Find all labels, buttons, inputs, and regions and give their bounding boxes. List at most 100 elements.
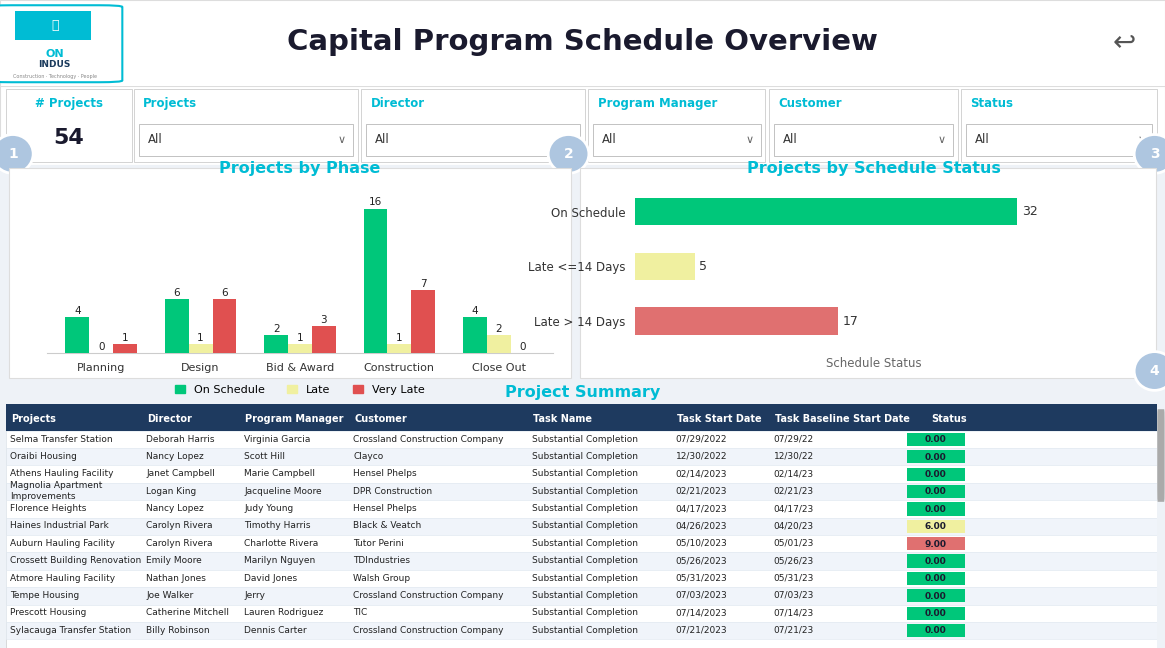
Text: Crossett Building Renovation: Crossett Building Renovation bbox=[10, 556, 142, 565]
Text: Crossland Construction Company: Crossland Construction Company bbox=[353, 435, 504, 443]
FancyBboxPatch shape bbox=[6, 404, 1157, 431]
Bar bbox=[635, 198, 1017, 226]
FancyBboxPatch shape bbox=[6, 570, 1157, 587]
FancyBboxPatch shape bbox=[906, 520, 965, 533]
Text: 07/14/2023: 07/14/2023 bbox=[676, 608, 727, 618]
Text: 0.00: 0.00 bbox=[925, 627, 947, 636]
Text: Task Name: Task Name bbox=[534, 414, 592, 424]
Text: 12/30/2022: 12/30/2022 bbox=[676, 452, 727, 461]
Text: Director: Director bbox=[370, 97, 424, 110]
Text: All: All bbox=[783, 133, 798, 146]
Text: Crossland Construction Company: Crossland Construction Company bbox=[353, 591, 504, 600]
Text: Billy Robinson: Billy Robinson bbox=[147, 626, 210, 635]
Text: Substantial Completion: Substantial Completion bbox=[532, 435, 638, 443]
FancyBboxPatch shape bbox=[366, 124, 580, 156]
Text: Projects: Projects bbox=[12, 414, 56, 424]
Text: Magnolia Apartment
Improvements: Magnolia Apartment Improvements bbox=[10, 481, 103, 501]
Text: Deborah Harris: Deborah Harris bbox=[147, 435, 214, 443]
Text: 6: 6 bbox=[174, 288, 181, 297]
Text: Oraibi Housing: Oraibi Housing bbox=[10, 452, 77, 461]
Bar bbox=[65, 317, 90, 353]
Text: 05/26/2023: 05/26/2023 bbox=[676, 556, 727, 565]
Text: 5: 5 bbox=[699, 260, 707, 273]
Text: Atmore Hauling Facility: Atmore Hauling Facility bbox=[10, 573, 115, 583]
Text: Logan King: Logan King bbox=[147, 487, 197, 496]
Text: Customer: Customer bbox=[354, 414, 408, 424]
Text: Auburn Hauling Facility: Auburn Hauling Facility bbox=[10, 539, 115, 548]
FancyBboxPatch shape bbox=[6, 89, 132, 162]
Text: 2: 2 bbox=[495, 324, 502, 334]
Text: 1: 1 bbox=[396, 333, 403, 343]
Text: Marilyn Nguyen: Marilyn Nguyen bbox=[245, 556, 316, 565]
Text: 05/31/23: 05/31/23 bbox=[774, 573, 814, 583]
Text: Tutor Perini: Tutor Perini bbox=[353, 539, 404, 548]
Text: 4: 4 bbox=[75, 306, 80, 316]
Text: 05/10/2023: 05/10/2023 bbox=[676, 539, 727, 548]
Text: 0.00: 0.00 bbox=[925, 435, 947, 445]
Text: 07/29/2022: 07/29/2022 bbox=[676, 435, 727, 443]
Circle shape bbox=[1135, 352, 1165, 390]
Bar bbox=[165, 299, 189, 353]
Text: ∨: ∨ bbox=[746, 135, 754, 145]
Text: Program Manager: Program Manager bbox=[246, 414, 344, 424]
Bar bbox=[388, 344, 411, 353]
Text: TIC: TIC bbox=[353, 608, 368, 618]
Text: 0.00: 0.00 bbox=[925, 505, 947, 514]
FancyBboxPatch shape bbox=[774, 124, 953, 156]
FancyBboxPatch shape bbox=[0, 5, 122, 82]
Text: Projects: Projects bbox=[143, 97, 197, 110]
FancyBboxPatch shape bbox=[906, 433, 965, 446]
Text: 0.00: 0.00 bbox=[925, 609, 947, 618]
FancyBboxPatch shape bbox=[6, 404, 1157, 648]
Text: Task Baseline Start Date: Task Baseline Start Date bbox=[775, 414, 910, 424]
Text: ↩: ↩ bbox=[1113, 28, 1136, 56]
Title: Projects by Schedule Status: Projects by Schedule Status bbox=[747, 161, 1001, 176]
Text: Hensel Phelps: Hensel Phelps bbox=[353, 504, 417, 513]
FancyBboxPatch shape bbox=[906, 572, 965, 585]
Text: Carolyn Rivera: Carolyn Rivera bbox=[147, 522, 213, 531]
Text: 1: 1 bbox=[8, 147, 17, 161]
Text: 02/21/2023: 02/21/2023 bbox=[676, 487, 727, 496]
Text: DPR Construction: DPR Construction bbox=[353, 487, 432, 496]
Text: Black & Veatch: Black & Veatch bbox=[353, 522, 422, 531]
Text: Nathan Jones: Nathan Jones bbox=[147, 573, 206, 583]
FancyBboxPatch shape bbox=[906, 624, 965, 637]
Circle shape bbox=[1135, 135, 1165, 173]
FancyBboxPatch shape bbox=[961, 89, 1157, 162]
Text: Selma Transfer Station: Selma Transfer Station bbox=[10, 435, 113, 443]
Text: 0: 0 bbox=[520, 341, 525, 352]
FancyBboxPatch shape bbox=[0, 0, 1165, 87]
Bar bbox=[189, 344, 212, 353]
FancyBboxPatch shape bbox=[966, 124, 1152, 156]
Text: 0.00: 0.00 bbox=[925, 557, 947, 566]
Text: 07/03/2023: 07/03/2023 bbox=[676, 591, 727, 600]
Text: Florence Heights: Florence Heights bbox=[10, 504, 87, 513]
Text: 02/21/23: 02/21/23 bbox=[774, 487, 813, 496]
Circle shape bbox=[0, 135, 33, 173]
Text: 6.00: 6.00 bbox=[925, 522, 947, 531]
FancyBboxPatch shape bbox=[6, 483, 1157, 500]
Text: Status: Status bbox=[931, 414, 967, 424]
Text: Substantial Completion: Substantial Completion bbox=[532, 469, 638, 478]
Text: Capital Program Schedule Overview: Capital Program Schedule Overview bbox=[287, 28, 878, 56]
Text: Carolyn Rivera: Carolyn Rivera bbox=[147, 539, 213, 548]
Bar bbox=[312, 326, 336, 353]
Text: Sylacauga Transfer Station: Sylacauga Transfer Station bbox=[10, 626, 132, 635]
FancyBboxPatch shape bbox=[769, 89, 958, 162]
FancyBboxPatch shape bbox=[588, 89, 765, 162]
FancyBboxPatch shape bbox=[6, 587, 1157, 605]
Text: Task Start Date: Task Start Date bbox=[677, 414, 762, 424]
FancyBboxPatch shape bbox=[0, 86, 1165, 165]
FancyBboxPatch shape bbox=[593, 124, 761, 156]
Text: 04/26/2023: 04/26/2023 bbox=[676, 522, 727, 531]
Text: 05/31/2023: 05/31/2023 bbox=[676, 573, 727, 583]
FancyBboxPatch shape bbox=[134, 89, 358, 162]
Text: Status: Status bbox=[970, 97, 1014, 110]
Text: Lauren Rodriguez: Lauren Rodriguez bbox=[245, 608, 324, 618]
Text: Judy Young: Judy Young bbox=[245, 504, 294, 513]
FancyBboxPatch shape bbox=[580, 168, 1156, 378]
Text: 1: 1 bbox=[197, 333, 204, 343]
Text: 04/17/23: 04/17/23 bbox=[774, 504, 814, 513]
FancyBboxPatch shape bbox=[6, 518, 1157, 535]
Text: 9.00: 9.00 bbox=[925, 540, 947, 548]
